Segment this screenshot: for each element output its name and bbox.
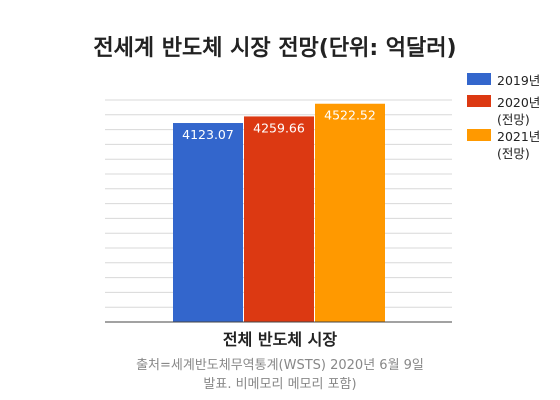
legend-label-3: 2021년 <box>497 129 540 144</box>
data-label-2: 4259.66 <box>253 120 305 135</box>
legend-label-1: 2019년 <box>497 73 540 88</box>
source-note-line-1: 출처=세계반도체무역통계(WSTS) 2020년 6월 9일 <box>136 358 424 373</box>
legend-swatch-3 <box>467 129 491 141</box>
legend-swatch-2 <box>467 95 491 107</box>
legend-label-2: 2020년 <box>497 95 540 110</box>
bar-1 <box>173 123 243 323</box>
legend-label-2-line-2: (전망) <box>497 112 530 127</box>
data-label-3: 4522.52 <box>324 108 376 123</box>
legend: 2019년 2020년 (전망) 2021년 (전망) <box>467 73 540 161</box>
bars-group <box>173 103 385 323</box>
chart-title: 전세계 반도체 시장 전망(단위: 억달러) <box>93 36 456 61</box>
bar-3 <box>315 103 385 323</box>
x-axis-label: 전체 반도체 시장 <box>223 330 337 349</box>
data-labels-group: 4123.07 4259.66 4522.52 <box>182 108 376 142</box>
data-label-1: 4123.07 <box>182 127 234 142</box>
legend-label-3-line-2: (전망) <box>497 146 530 161</box>
source-note-line-2: 발표. 비메모리 메모리 포함) <box>203 377 356 392</box>
legend-swatch-1 <box>467 73 491 85</box>
bar-2 <box>244 116 314 323</box>
